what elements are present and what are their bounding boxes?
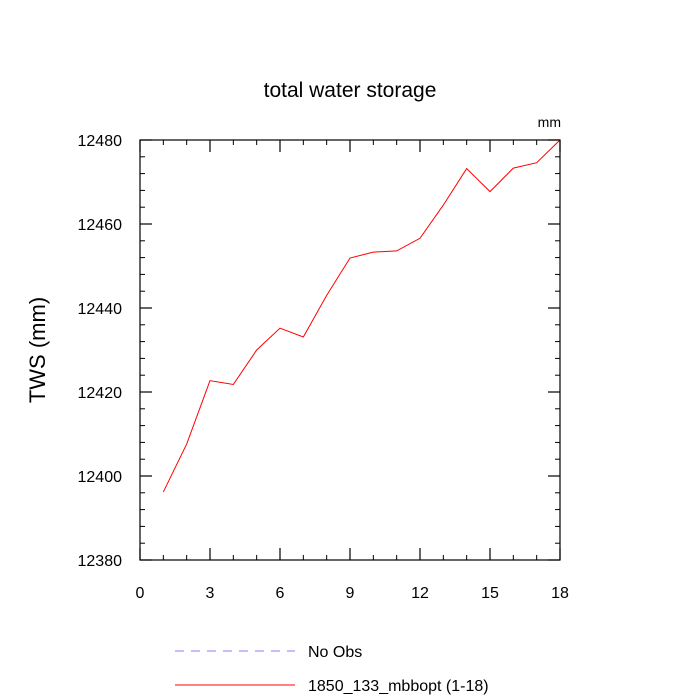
x-tick-label: 0 [136,585,145,602]
y-tick-label: 12480 [78,133,123,150]
legend: No Obs 1850_133_mbbopt (1-18) [175,644,489,695]
y-tick-label: 12380 [78,553,123,570]
x-tick-label: 6 [276,585,285,602]
y-tick-label: 12420 [78,385,123,402]
legend-label-mbbopt: 1850_133_mbbopt (1-18) [308,678,489,695]
tick-labels: 0 3 6 9 12 15 18 12380 12400 12420 12440 12460 12480 [78,133,570,602]
x-tick-label: 15 [481,585,499,602]
x-tick-label: 9 [346,585,355,602]
series-layer [162,139,561,493]
y-axis-label: TWS (mm) [25,297,50,403]
chart-title: total water storage [264,79,437,102]
x-tick-label: 12 [411,585,429,602]
units-label: mm [538,114,561,130]
y-tick-label: 12460 [78,217,123,234]
y-tick-label: 12440 [78,301,123,318]
x-tick-label: 18 [551,585,569,602]
axis-ticks [139,139,561,561]
x-tick-label: 3 [206,585,215,602]
plot-frame [139,139,561,561]
series-line-1 [162,139,561,493]
y-tick-label: 12400 [78,469,123,486]
legend-label-no-obs: No Obs [308,644,362,661]
